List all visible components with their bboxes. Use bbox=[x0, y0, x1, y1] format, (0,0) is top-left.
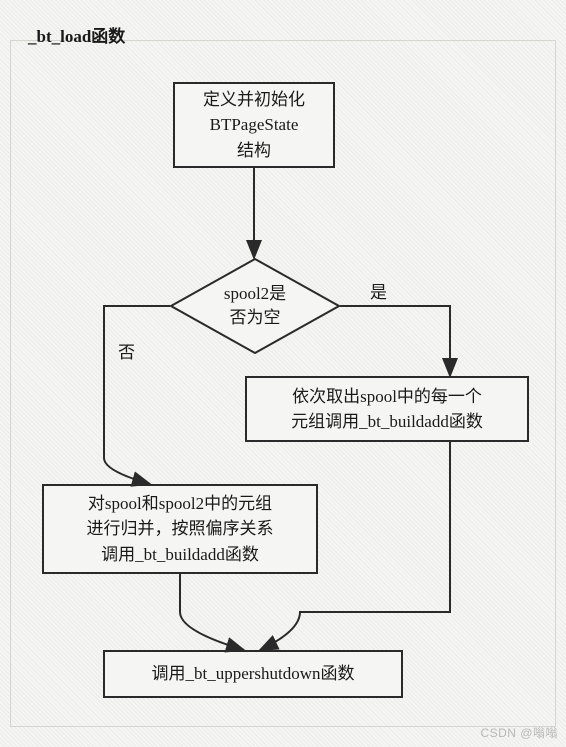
edge-path bbox=[104, 306, 170, 484]
edge-layer bbox=[0, 0, 566, 747]
edge-path bbox=[260, 442, 450, 650]
edge-label-yes: 是 bbox=[370, 278, 387, 303]
edge-path bbox=[180, 574, 244, 650]
edge-path bbox=[340, 306, 450, 376]
edge-label-no: 否 bbox=[118, 338, 135, 363]
watermark: CSDN @嗡嗡 bbox=[480, 724, 558, 741]
